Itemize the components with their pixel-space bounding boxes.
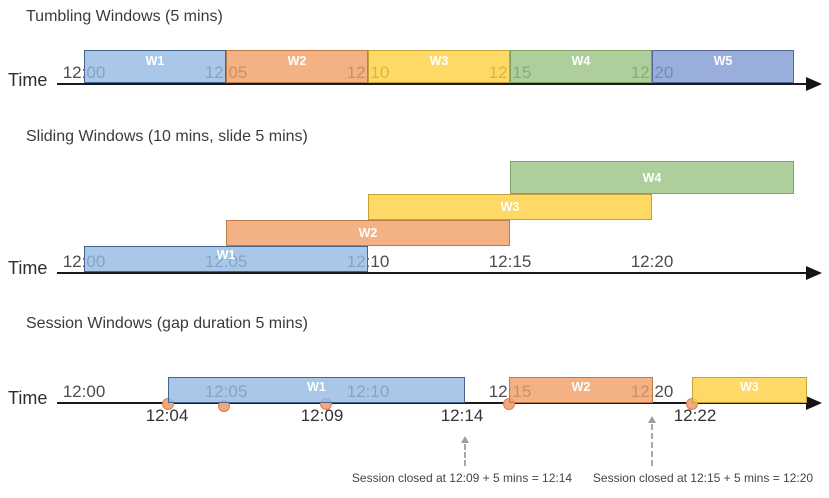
- window-label: W2: [571, 380, 591, 394]
- annotation-arrow-up-icon: [648, 416, 656, 423]
- window-label: W1: [216, 248, 236, 262]
- sliding-tick-1220: 12:20: [630, 252, 674, 271]
- window-label: W3: [740, 380, 759, 394]
- annotation-arrow-line: [464, 444, 466, 466]
- session-tick-1200: 12:00: [62, 382, 106, 401]
- tumbling-timeline-arrowhead-icon: [806, 77, 822, 91]
- window-label: W4: [642, 170, 662, 185]
- sliding-timeline: [57, 272, 810, 274]
- sliding-window-w1: W1: [84, 246, 368, 272]
- sliding-axis-label: Time: [8, 258, 48, 278]
- session-axis-label: Time: [8, 388, 48, 408]
- session-section-title: Session Windows (gap duration 5 mins): [26, 315, 308, 332]
- window-label: W2: [358, 226, 378, 240]
- sliding-window-w4: W4: [510, 161, 794, 194]
- sliding-tick-1215: 12:15: [488, 252, 532, 271]
- annotation-arrow-up-icon: [461, 436, 469, 443]
- session-window-w2: W2: [509, 377, 653, 403]
- window-label: W5: [713, 54, 733, 68]
- sliding-window-w3: W3: [368, 194, 652, 220]
- window-label: W1: [145, 54, 165, 68]
- window-label: W4: [571, 54, 591, 68]
- event-label-1222: 12:22: [673, 406, 717, 425]
- tumbling-timeline: [57, 83, 810, 85]
- window-label: W2: [287, 54, 307, 68]
- event-label-1209: 12:09: [300, 406, 344, 425]
- session-closed-note-1: Session closed at 12:09 + 5 mins = 12:14: [351, 471, 573, 485]
- event-label-1204: 12:04: [145, 406, 189, 425]
- session-closed-note-2: Session closed at 12:15 + 5 mins = 12:20: [592, 471, 814, 485]
- session-window-w3: W3: [692, 377, 807, 403]
- sliding-section-title: Sliding Windows (10 mins, slide 5 mins): [26, 128, 308, 145]
- tumbling-axis-label: Time: [8, 70, 48, 90]
- sliding-timeline-arrowhead-icon: [806, 266, 822, 280]
- tumbling-section-title: Tumbling Windows (5 mins): [26, 8, 223, 25]
- window-label: W3: [500, 200, 520, 214]
- window-label: W3: [429, 54, 449, 68]
- tumbling-window-w5: W5: [652, 50, 794, 83]
- session-timeline: [57, 402, 810, 404]
- event-label-1214: 12:14: [440, 406, 484, 425]
- tumbling-window-w2: W2: [226, 50, 368, 83]
- session-window-w1: W1: [168, 377, 465, 403]
- annotation-arrow-line: [651, 424, 653, 466]
- sliding-window-w2: W2: [226, 220, 510, 246]
- tumbling-window-w4: W4: [510, 50, 652, 83]
- tumbling-window-w1: W1: [84, 50, 226, 83]
- window-label: W1: [307, 380, 326, 394]
- tumbling-window-w3: W3: [368, 50, 510, 83]
- session-timeline-arrowhead-icon: [806, 396, 822, 410]
